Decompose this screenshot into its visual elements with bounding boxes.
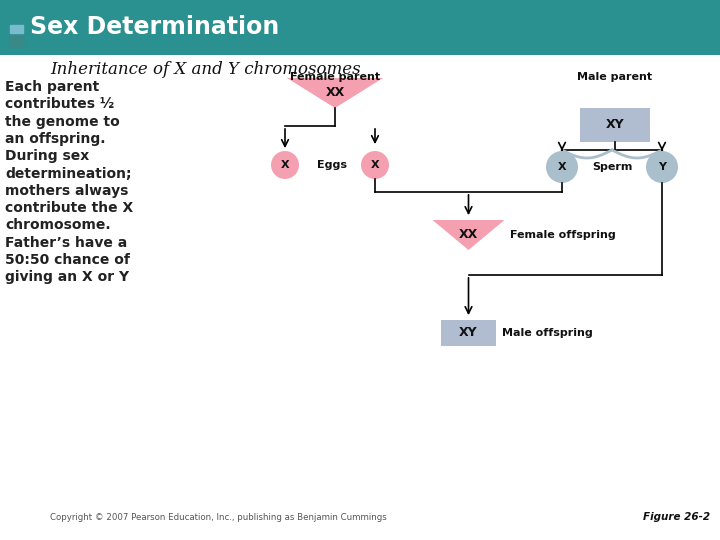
Text: Male parent: Male parent [577, 72, 652, 82]
Circle shape [271, 151, 299, 179]
Bar [10, 36, 23, 47]
Text: Sex Determination: Sex Determination [30, 15, 279, 39]
Bar [441, 320, 496, 346]
Text: X: X [558, 162, 567, 172]
Text: Inheritance of X and Y chromosomes: Inheritance of X and Y chromosomes [50, 61, 361, 78]
Text: X: X [371, 160, 379, 170]
Bar [10, 25, 23, 33]
Bar [580, 108, 650, 142]
Text: XX: XX [459, 228, 478, 241]
Circle shape [546, 151, 578, 183]
Text: Male offspring: Male offspring [502, 328, 593, 338]
Text: Each parent
contributes ½
the genome to
an offspring.
During sex
determineation;: Each parent contributes ½ the genome to … [5, 80, 133, 284]
Text: Female parent: Female parent [290, 72, 380, 82]
Text: Figure 26-2: Figure 26-2 [643, 512, 710, 522]
Text: Sperm: Sperm [592, 162, 632, 172]
Text: XX: XX [325, 86, 345, 99]
Text: Eggs: Eggs [317, 160, 347, 170]
Polygon shape [287, 78, 383, 108]
Circle shape [646, 151, 678, 183]
Bar [0, 0, 720, 55]
Text: Copyright © 2007 Pearson Education, Inc., publishing as Benjamin Cummings: Copyright © 2007 Pearson Education, Inc.… [50, 513, 387, 522]
Text: Female offspring: Female offspring [510, 230, 616, 240]
Polygon shape [433, 220, 505, 250]
Text: Y: Y [658, 162, 666, 172]
Text: XY: XY [459, 327, 478, 340]
Circle shape [361, 151, 389, 179]
Text: XY: XY [606, 118, 624, 132]
Text: X: X [281, 160, 289, 170]
